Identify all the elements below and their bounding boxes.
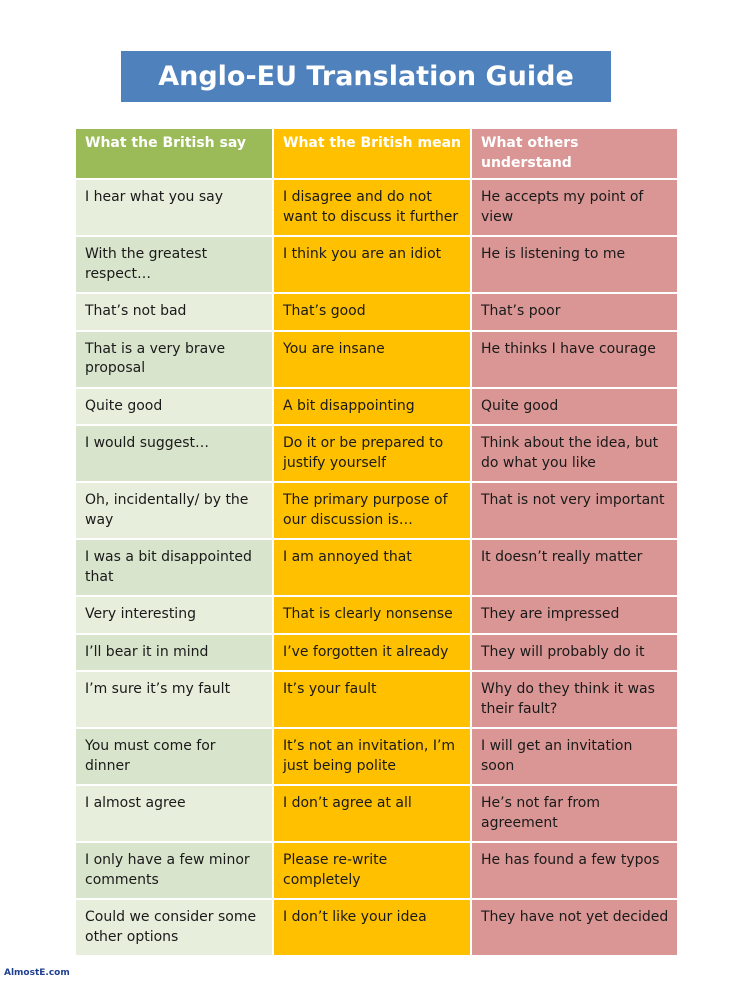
header-others-understand: What others understand: [470, 127, 679, 180]
cell-british-mean: It’s your fault: [272, 670, 472, 729]
cell-others-understand: I will get an invitation soon: [470, 727, 679, 786]
cell-british-say: Quite good: [74, 386, 274, 426]
cell-others-understand: Think about the idea, but do what you li…: [470, 424, 679, 483]
table-row: Could we consider some other options I do…: [74, 898, 679, 957]
cell-british-say: Oh, incidentally/ by the way: [74, 481, 274, 540]
cell-others-understand: Quite good: [470, 386, 679, 426]
cell-british-mean: That’s good: [272, 292, 472, 332]
table-row: I hear what you say I disagree and do not…: [74, 178, 679, 237]
table-row: I’ll bear it in mind I’ve forgotten it al…: [74, 632, 679, 672]
cell-british-say: That is a very brave proposal: [74, 329, 274, 389]
cell-british-mean: I disagree and do not want to discuss it…: [272, 178, 472, 237]
cell-others-understand: It doesn’t really matter: [470, 538, 679, 597]
table-row: That’s not bad That’s good That’s poor: [74, 292, 679, 332]
table-row: That is a very brave proposal You are ins…: [74, 329, 679, 389]
watermark-logo: AlmostE.com: [4, 968, 70, 978]
cell-others-understand: They are impressed: [470, 595, 679, 635]
header-british-mean: What the British mean: [272, 127, 472, 180]
cell-british-mean: It’s not an invitation, I’m just being p…: [272, 727, 472, 786]
cell-british-mean: You are insane: [272, 329, 472, 389]
cell-british-mean: I’ve forgotten it already: [272, 632, 472, 672]
table-row: I’m sure it’s my fault It’s your fault Why…: [74, 670, 679, 729]
table-row: I only have a few minor comments Please r…: [74, 841, 679, 900]
cell-british-say: With the greatest respect…: [74, 235, 274, 294]
cell-british-say: That’s not bad: [74, 292, 274, 332]
cell-others-understand: They will probably do it: [470, 632, 679, 672]
cell-british-say: I would suggest…: [74, 424, 274, 483]
cell-british-say: I hear what you say: [74, 178, 274, 237]
table-row: Quite good A bit disappointing Quite good: [74, 386, 679, 426]
cell-british-mean: Please re-write completely: [272, 841, 472, 900]
table-row: Very interesting That is clearly nonsense…: [74, 595, 679, 635]
cell-british-mean: I don’t like your idea: [272, 898, 472, 957]
cell-british-say: I only have a few minor comments: [74, 841, 274, 900]
table-header-row: What the British say What the British me…: [74, 127, 679, 180]
table-row: I almost agree I don’t agree at all He’s n…: [74, 784, 679, 843]
cell-british-say: I almost agree: [74, 784, 274, 843]
cell-british-mean: Do it or be prepared to justify yourself: [272, 424, 472, 483]
translation-table: What the British say What the British me…: [74, 127, 679, 957]
table-row: Oh, incidentally/ by the way The primary …: [74, 481, 679, 540]
cell-british-say: Could we consider some other options: [74, 898, 274, 957]
table-body: I hear what you say I disagree and do not…: [74, 178, 679, 957]
cell-british-mean: The primary purpose of our discussion is…: [272, 481, 472, 540]
cell-others-understand: That is not very important: [470, 481, 679, 540]
header-british-say: What the British say: [74, 127, 274, 180]
cell-others-understand: He is listening to me: [470, 235, 679, 294]
table-row: I would suggest… Do it or be prepared to …: [74, 424, 679, 483]
cell-others-understand: He thinks I have courage: [470, 329, 679, 389]
cell-others-understand: He’s not far from agreement: [470, 784, 679, 843]
table-row: With the greatest respect… I think you ar…: [74, 235, 679, 294]
cell-others-understand: That’s poor: [470, 292, 679, 332]
cell-british-mean: I am annoyed that: [272, 538, 472, 597]
cell-british-mean: A bit disappointing: [272, 386, 472, 426]
table-row: I was a bit disappointed that I am annoye…: [74, 538, 679, 597]
cell-others-understand: He accepts my point of view: [470, 178, 679, 237]
cell-others-understand: Why do they think it was their fault?: [470, 670, 679, 729]
cell-others-understand: He has found a few typos: [470, 841, 679, 900]
page-title: Anglo-EU Translation Guide: [121, 51, 611, 102]
cell-others-understand: They have not yet decided: [470, 898, 679, 957]
cell-british-mean: I think you are an idiot: [272, 235, 472, 294]
cell-british-mean: That is clearly nonsense: [272, 595, 472, 635]
table-row: You must come for dinner It’s not an invi…: [74, 727, 679, 786]
cell-british-say: You must come for dinner: [74, 727, 274, 786]
cell-british-say: I was a bit disappointed that: [74, 538, 274, 597]
cell-british-say: I’ll bear it in mind: [74, 632, 274, 672]
cell-british-say: I’m sure it’s my fault: [74, 670, 274, 729]
cell-british-mean: I don’t agree at all: [272, 784, 472, 843]
cell-british-say: Very interesting: [74, 595, 274, 635]
